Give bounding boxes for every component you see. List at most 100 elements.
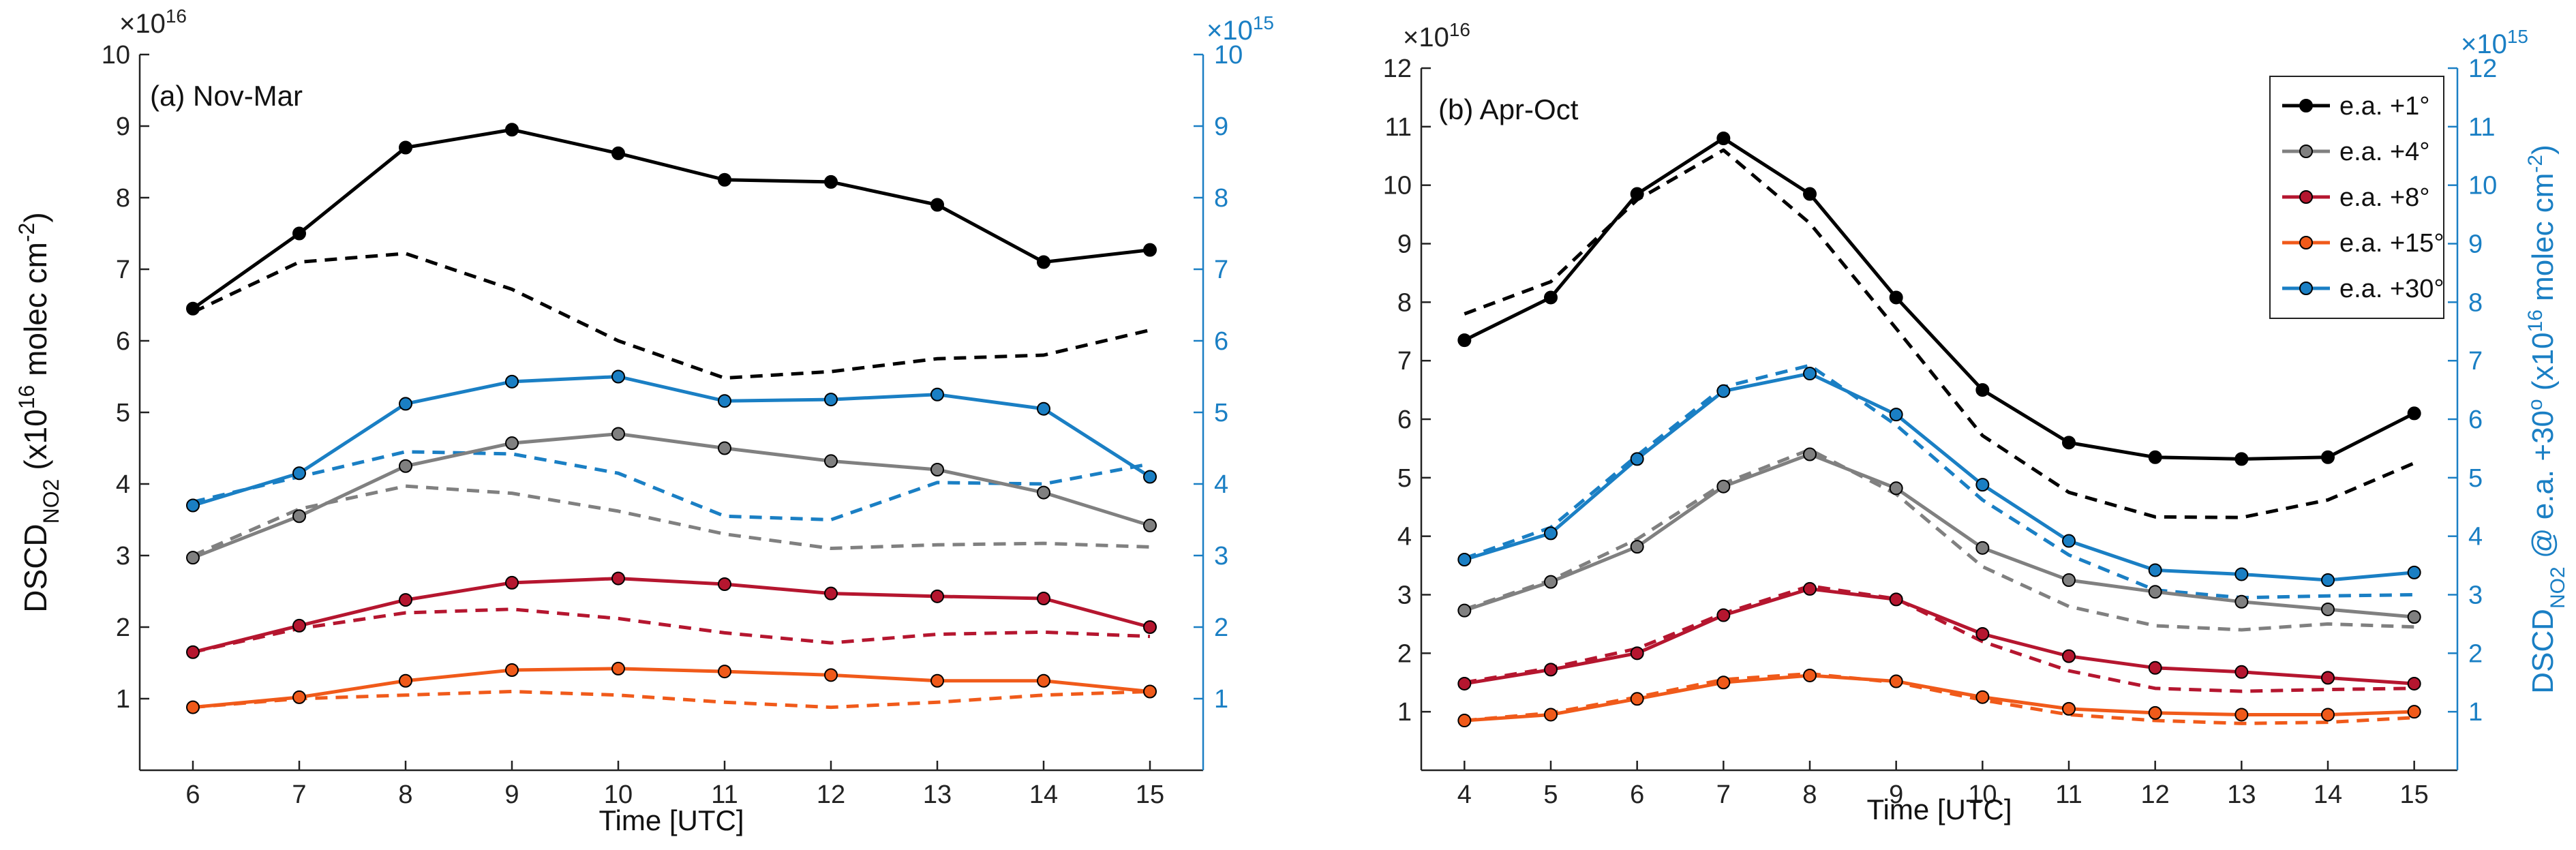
panel-b-point-ea4 [1975, 541, 1990, 555]
panel-a-xtick-label: 9 [504, 780, 519, 809]
panel-b-point-ea30 [2234, 567, 2249, 581]
panel-a-xtick-label: 11 [711, 780, 738, 809]
panel-b-point-ea4 [1803, 447, 1817, 461]
panel-b-point-ea15 [2321, 708, 2335, 722]
legend-label-ea4: e.a. +4° [2339, 138, 2429, 166]
legend-marker-ea15 [2299, 236, 2313, 249]
panel-b-point-ea30 [2407, 565, 2421, 579]
panel-b-ytick-left-label: 12 [1383, 55, 1412, 83]
panel-a-series-ea1-dashed [192, 252, 1151, 380]
panel-a-point-ea8 [718, 577, 731, 591]
panel-a-point-ea1 [1037, 255, 1050, 269]
panel-a-point-ea4 [824, 454, 838, 468]
panel-b-series-ea15-dashed [1464, 671, 2414, 725]
legend-marker-ea1 [2299, 99, 2313, 112]
panel-b-ytick-right-label: 3 [2468, 581, 2483, 610]
panel-a-ytick-left-label: 3 [116, 542, 130, 571]
panel-b-ytick-right-label: 8 [2468, 288, 2483, 317]
panel-a-xtick-label: 7 [292, 780, 306, 809]
panel-b-ytick-left-label: 7 [1397, 347, 1412, 376]
panel-b-ytick-right-label: 1 [2468, 698, 2483, 727]
panel-a-right-exponent: ×1015 [1207, 12, 1274, 46]
panel-a-point-ea4 [399, 459, 412, 473]
panel-b-point-ea8 [1457, 676, 1472, 690]
legend: e.a. +1° e.a. +4° e.a. +8° e.a. +15° e.a. +3… [2269, 76, 2444, 319]
legend-label-ea8: e.a. +8° [2339, 183, 2429, 212]
panel-b-point-ea15 [1544, 708, 1558, 722]
panel-a-point-ea30 [399, 397, 412, 411]
panel-b-point-ea4 [1630, 540, 1644, 554]
panel-b-right-exponent: ×1015 [2461, 26, 2528, 60]
panel-a-point-ea30 [930, 387, 944, 401]
panel-a-point-ea1 [292, 226, 306, 241]
panel-a-title: (a) Nov-Mar [150, 80, 303, 112]
panel-b-point-ea30 [1889, 408, 1903, 422]
panel-b-point-ea1 [2234, 452, 2249, 466]
panel-b-point-ea1 [1803, 187, 1817, 201]
panel-b-xtick-label: 14 [2314, 780, 2342, 809]
panel-a-point-ea15 [1143, 684, 1157, 699]
panel-a-ytick-right-label: 5 [1214, 399, 1228, 427]
panel-b-point-ea1 [1630, 187, 1644, 201]
panel-a-point-ea8 [824, 586, 838, 601]
panel-a-ylabel: DSCDNO2 (x1016 molec cm-2) [14, 212, 63, 612]
panel-b-xtick-label: 4 [1457, 780, 1472, 809]
panel-b-point-ea30 [2062, 534, 2076, 548]
panel-b-point-ea30 [1544, 526, 1558, 541]
panel-b-point-ea1 [1544, 290, 1558, 305]
panel-a-point-ea1 [718, 172, 731, 187]
panel-a-point-ea1 [186, 301, 200, 316]
panel-b-xtick-label: 10 [1968, 780, 1997, 809]
panel-a-xtick-label: 14 [1029, 780, 1058, 809]
legend-label-ea15: e.a. +15° [2339, 229, 2444, 258]
panel-b-xtick-label: 7 [1716, 780, 1731, 809]
panel-a-xlabel: Time [UTC] [598, 804, 744, 836]
panel-b-point-ea8 [2062, 649, 2076, 663]
panel-b-ytick-left-label: 4 [1397, 523, 1412, 551]
panel-b-xtick-label: 5 [1543, 780, 1558, 809]
panel-b-point-ea1 [2407, 406, 2421, 421]
panel-b-ytick-left-label: 2 [1397, 639, 1412, 668]
panel-a-point-ea4 [1143, 518, 1157, 532]
panel-b-point-ea4 [2234, 594, 2249, 609]
panel-a-point-ea4 [186, 551, 200, 565]
panel-a-left-exponent: ×1016 [119, 5, 187, 40]
panel-a-point-ea15 [1037, 673, 1050, 688]
panel-a-point-ea15 [824, 668, 838, 682]
panel-a-point-ea4 [718, 441, 731, 455]
panel-b-xlabel: Time [UTC] [1866, 793, 2012, 825]
panel-b-title: (b) Apr-Oct [1438, 93, 1579, 125]
legend-marker-ea4 [2299, 145, 2313, 158]
panel-b-point-ea4 [1889, 481, 1903, 496]
panel-a-xtick-label: 6 [185, 780, 200, 809]
panel-a-plot-area [140, 55, 1203, 770]
panel-b-point-ea30 [2321, 573, 2335, 588]
panel-a-point-ea15 [718, 665, 731, 679]
panel-a-series-ea30-dashed [192, 450, 1151, 521]
panel-b-point-ea15 [1889, 674, 1903, 688]
panel-b-point-ea8 [1544, 663, 1558, 677]
panel-a-point-ea30 [186, 498, 200, 513]
panel-b-point-ea8 [1630, 646, 1644, 661]
panel-a-ytick-left-label: 6 [116, 327, 130, 356]
panel-b-point-ea4 [2407, 610, 2421, 624]
panel-b-point-ea30 [1975, 478, 1990, 492]
panel-a-point-ea8 [292, 618, 306, 633]
panel-a-point-ea15 [186, 700, 200, 714]
panel-b-point-ea8 [1975, 627, 1990, 641]
panel-a-series-ea15-dashed [192, 690, 1151, 710]
panel-a-ytick-right-label: 9 [1214, 112, 1228, 141]
panel-b-ytick-left-label: 5 [1397, 464, 1412, 493]
panel-b-series-ea1-solid [1464, 136, 2415, 461]
panel-b-point-ea1 [1975, 383, 1990, 397]
panel-b-point-ea30 [1630, 452, 1644, 466]
panel-b-point-ea8 [1716, 608, 1731, 622]
panel-b-ytick-right-label: 4 [2468, 523, 2483, 551]
panel-a-point-ea8 [505, 575, 519, 590]
panel-b-point-ea30 [1803, 367, 1817, 381]
panel-a-point-ea8 [186, 645, 200, 659]
panel-a-point-ea15 [611, 661, 625, 676]
panel-b-xtick-label: 8 [1802, 780, 1817, 809]
panel-b-point-ea8 [1803, 581, 1817, 596]
